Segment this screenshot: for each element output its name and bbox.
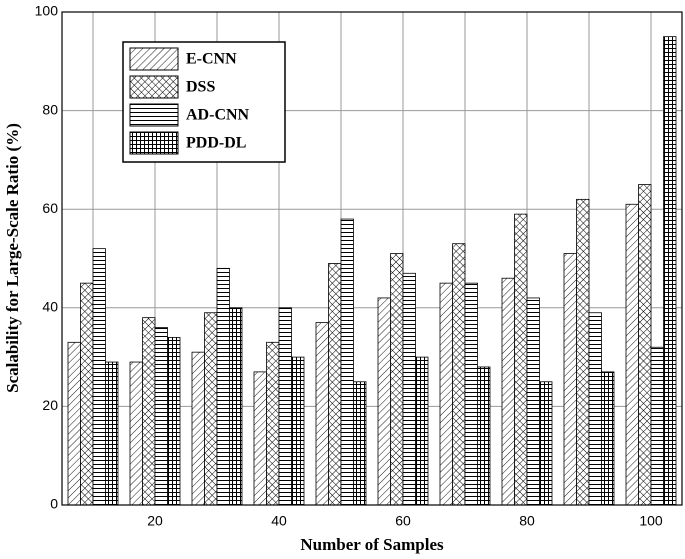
bar — [452, 243, 466, 506]
bar — [105, 361, 119, 506]
bar — [563, 253, 577, 506]
bar — [390, 253, 404, 506]
y-axis-label: Scalability for Large-Scale Ratio (%) — [3, 123, 22, 393]
bar — [266, 341, 280, 506]
bar — [167, 336, 181, 506]
x-tick-label: 100 — [639, 513, 663, 529]
bar — [415, 356, 429, 506]
bar — [625, 203, 639, 506]
bar — [291, 356, 305, 506]
bar — [402, 272, 416, 506]
legend-swatch — [129, 75, 179, 99]
x-axis-label: Number of Samples — [300, 535, 444, 554]
bar — [129, 361, 143, 506]
y-tick-label: 0 — [50, 496, 58, 512]
legend-label: PDD-DL — [186, 135, 246, 152]
bar — [588, 312, 602, 506]
y-tick-label: 20 — [42, 397, 58, 413]
bar — [154, 327, 168, 506]
x-tick-label: 40 — [271, 513, 287, 529]
bar — [328, 263, 342, 506]
bar — [464, 282, 478, 506]
x-tick-label: 60 — [395, 513, 411, 529]
bar — [142, 317, 156, 506]
legend-swatch — [129, 103, 179, 127]
legend-swatch — [129, 47, 179, 71]
x-tick-label: 80 — [519, 513, 535, 529]
bar — [278, 307, 292, 506]
bar — [191, 351, 205, 506]
bar — [477, 366, 491, 506]
y-tick-label: 60 — [42, 200, 58, 216]
bar — [92, 248, 106, 506]
bar — [204, 312, 218, 506]
bar — [340, 218, 354, 506]
bar — [650, 346, 664, 506]
bar — [216, 267, 230, 506]
bar — [439, 282, 453, 506]
bar — [526, 297, 540, 506]
bar — [253, 371, 267, 506]
bar — [377, 297, 391, 506]
bar — [663, 36, 677, 506]
bar — [501, 277, 515, 506]
bar — [601, 371, 615, 506]
bar — [576, 198, 590, 506]
legend-label: AD-CNN — [186, 107, 250, 124]
bar — [80, 282, 94, 506]
bar — [67, 341, 81, 506]
bar — [539, 381, 553, 506]
legend-label: E-CNN — [186, 51, 237, 68]
y-tick-label: 80 — [42, 101, 58, 117]
bar — [353, 381, 367, 506]
bar — [229, 307, 243, 506]
bar — [514, 213, 528, 506]
x-tick-label: 20 — [147, 513, 163, 529]
plot-frame — [61, 11, 683, 506]
legend-swatch — [129, 131, 179, 155]
legend-label: DSS — [186, 79, 215, 96]
y-tick-label: 40 — [42, 299, 58, 315]
bar — [315, 322, 329, 506]
y-tick-label: 100 — [35, 3, 59, 19]
bar — [638, 184, 652, 506]
